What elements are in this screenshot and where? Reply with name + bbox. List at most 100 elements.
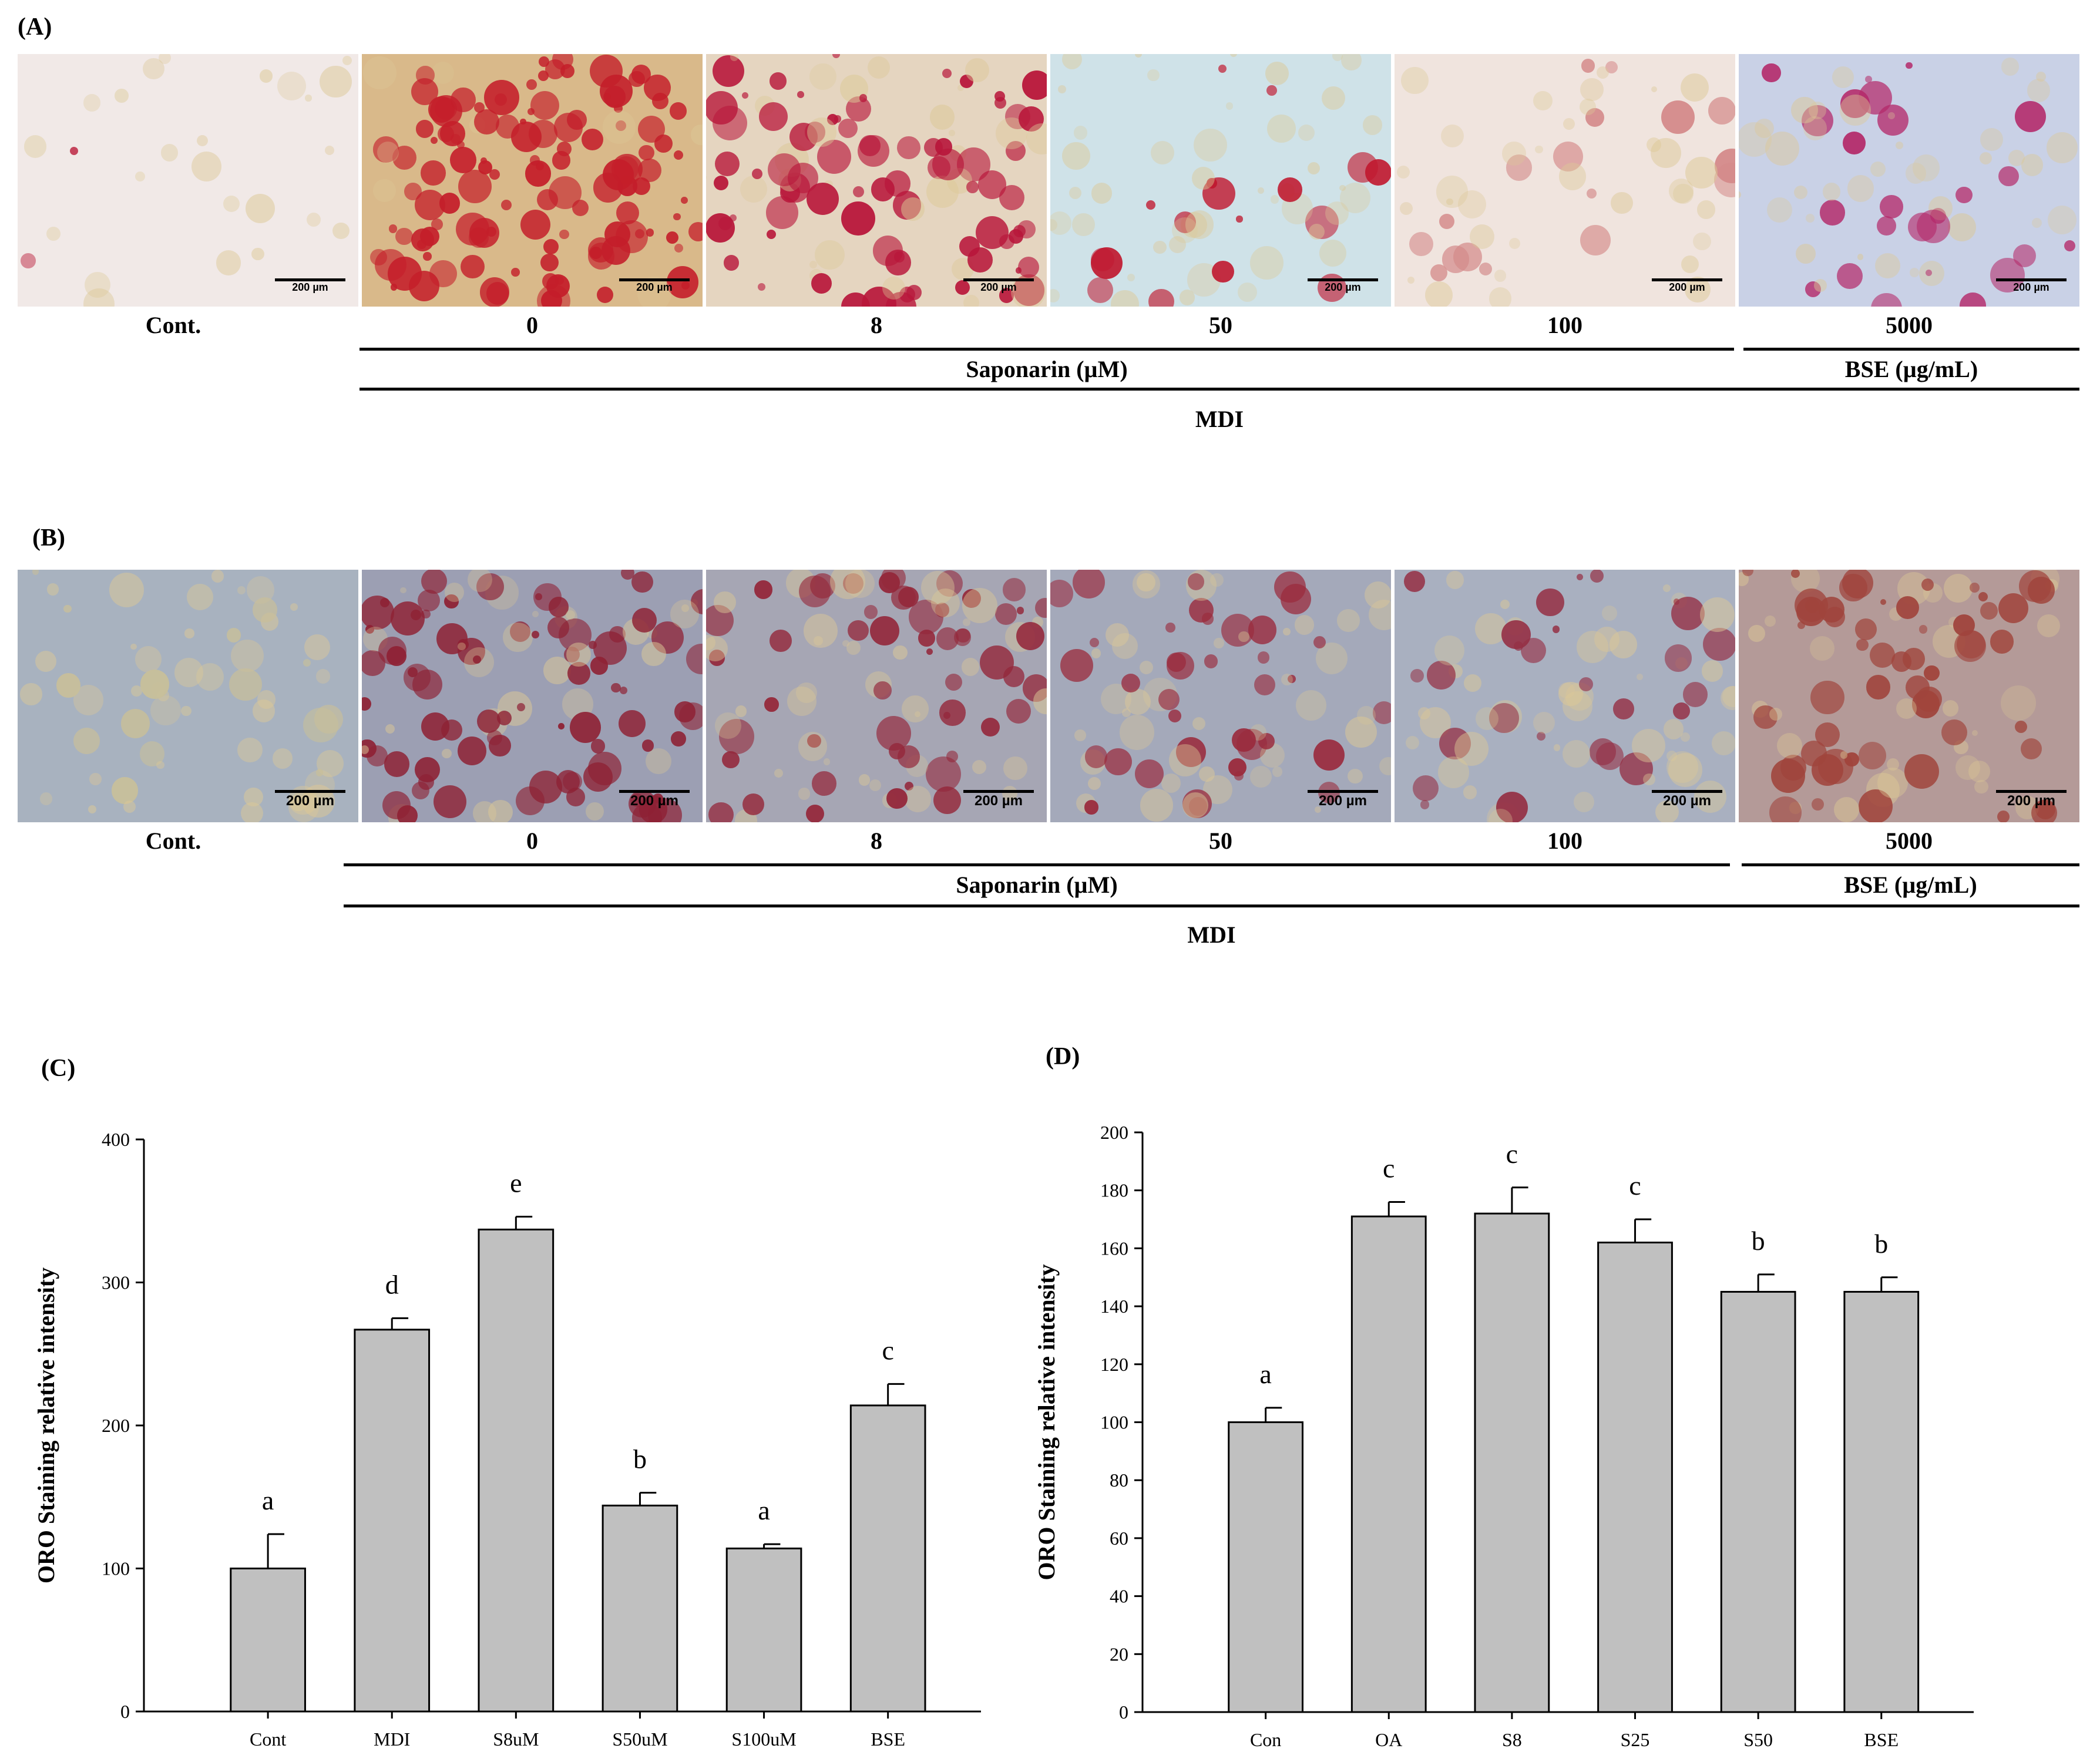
cell-blob bbox=[392, 145, 417, 170]
cell-blob bbox=[433, 785, 466, 818]
cell-blob bbox=[374, 248, 407, 281]
cell-blob bbox=[397, 805, 418, 822]
cell-blob bbox=[1840, 751, 1847, 759]
cell-blob bbox=[1655, 800, 1679, 822]
cell-blob bbox=[873, 681, 892, 700]
cell-blob bbox=[1420, 800, 1430, 809]
bar-Cont bbox=[230, 1568, 306, 1713]
scale-bar: 200 µm bbox=[1308, 278, 1378, 294]
cell-blob bbox=[1365, 581, 1391, 608]
bar-S8 bbox=[1474, 1212, 1550, 1713]
cell-blob bbox=[473, 109, 499, 134]
cell-blob bbox=[590, 246, 603, 259]
cell-blob bbox=[936, 627, 959, 650]
cell-blob bbox=[1237, 282, 1257, 302]
cell-blob bbox=[479, 277, 510, 307]
cell-blob bbox=[529, 119, 558, 149]
cell-blob bbox=[2037, 614, 2061, 638]
cell-blob bbox=[1204, 654, 1218, 668]
cell-blob bbox=[403, 663, 431, 691]
cell-blob bbox=[161, 144, 179, 162]
cell-blob bbox=[196, 663, 224, 691]
cell-blob bbox=[870, 616, 899, 645]
cell-blob bbox=[1180, 290, 1195, 305]
cell-blob bbox=[305, 95, 312, 102]
cell-blob bbox=[959, 236, 980, 257]
cell-blob bbox=[1819, 200, 1846, 226]
cell-blob bbox=[1434, 635, 1465, 666]
cell-blob bbox=[21, 253, 36, 268]
cell-blob bbox=[237, 586, 246, 594]
cell-blob bbox=[1250, 766, 1272, 788]
x-tick-label: BSE bbox=[871, 1729, 905, 1750]
cell-blob bbox=[1803, 116, 1827, 140]
cell-blob bbox=[387, 646, 407, 667]
cell-blob bbox=[1680, 732, 1691, 742]
cell-blob bbox=[532, 611, 539, 618]
cell-blob bbox=[1769, 796, 1802, 822]
cell-blob bbox=[1034, 597, 1047, 618]
y-axis-label: ORO Staining relative intensity bbox=[33, 1267, 59, 1583]
cell-blob bbox=[787, 162, 819, 194]
chart-c: 0 100 200 300 400 ORO Staining relative inten… bbox=[33, 1129, 981, 1750]
cell-blob bbox=[1158, 688, 1180, 710]
cell-blob bbox=[245, 193, 275, 224]
cell-blob bbox=[2031, 217, 2042, 228]
cell-blob bbox=[1062, 142, 1090, 170]
cell-blob bbox=[942, 68, 952, 78]
cell-blob bbox=[615, 220, 649, 254]
panel-a-bse-line bbox=[1743, 348, 2079, 351]
cell-blob bbox=[905, 781, 914, 791]
cell-blob bbox=[1003, 756, 1027, 781]
x-tick-label: S25 bbox=[1621, 1729, 1650, 1750]
cell-blob bbox=[963, 294, 979, 307]
cell-blob bbox=[961, 657, 980, 676]
scale-bar: 200 µm bbox=[963, 790, 1034, 809]
cell-blob bbox=[920, 570, 955, 605]
cell-blob bbox=[706, 636, 728, 661]
cell-blob bbox=[1586, 188, 1597, 199]
y-tick-label: 120 bbox=[1100, 1354, 1128, 1375]
cell-blob bbox=[1254, 674, 1276, 695]
cell-blob bbox=[1594, 627, 1619, 652]
cell-blob bbox=[1339, 185, 1346, 191]
cell-blob bbox=[1199, 766, 1215, 782]
x-tick-label: MDI bbox=[374, 1729, 410, 1750]
cell-blob bbox=[1921, 579, 1934, 591]
cell-blob bbox=[456, 212, 489, 246]
cell-blob bbox=[960, 75, 974, 89]
cell-blob bbox=[1776, 732, 1803, 758]
cell-blob bbox=[632, 607, 657, 633]
cell-blob bbox=[1739, 122, 1772, 157]
cell-blob bbox=[1907, 212, 1937, 241]
cell-blob bbox=[1553, 744, 1561, 751]
significance-letter: c bbox=[1629, 1171, 1641, 1201]
cell-blob bbox=[809, 63, 836, 90]
cell-blob bbox=[674, 701, 695, 722]
cell-blob bbox=[421, 712, 449, 741]
cell-blob bbox=[1822, 183, 1841, 201]
cell-blob bbox=[150, 695, 181, 726]
cell-blob bbox=[2001, 58, 2020, 76]
cell-blob bbox=[421, 160, 446, 186]
cell-blob bbox=[458, 642, 466, 651]
cell-blob bbox=[1111, 290, 1139, 307]
cell-blob bbox=[1368, 600, 1391, 631]
cell-blob bbox=[1997, 810, 2010, 822]
y-tick-label: 0 bbox=[1119, 1702, 1128, 1723]
cell-blob bbox=[1978, 591, 1988, 601]
x-tick-label: OA bbox=[1375, 1729, 1402, 1750]
cell-blob bbox=[1446, 571, 1464, 589]
cell-blob bbox=[876, 715, 911, 751]
cell-blob bbox=[1800, 740, 1827, 766]
cell-blob bbox=[1611, 191, 1633, 214]
cell-blob bbox=[1362, 115, 1383, 135]
cell-blob bbox=[891, 585, 916, 610]
cell-blob bbox=[1916, 686, 1942, 712]
cell-blob bbox=[867, 56, 891, 79]
cell-blob bbox=[589, 54, 623, 88]
cell-blob bbox=[1578, 677, 1593, 692]
cell-blob bbox=[362, 595, 395, 630]
cell-blob bbox=[158, 54, 172, 65]
cell-blob bbox=[1405, 735, 1419, 749]
